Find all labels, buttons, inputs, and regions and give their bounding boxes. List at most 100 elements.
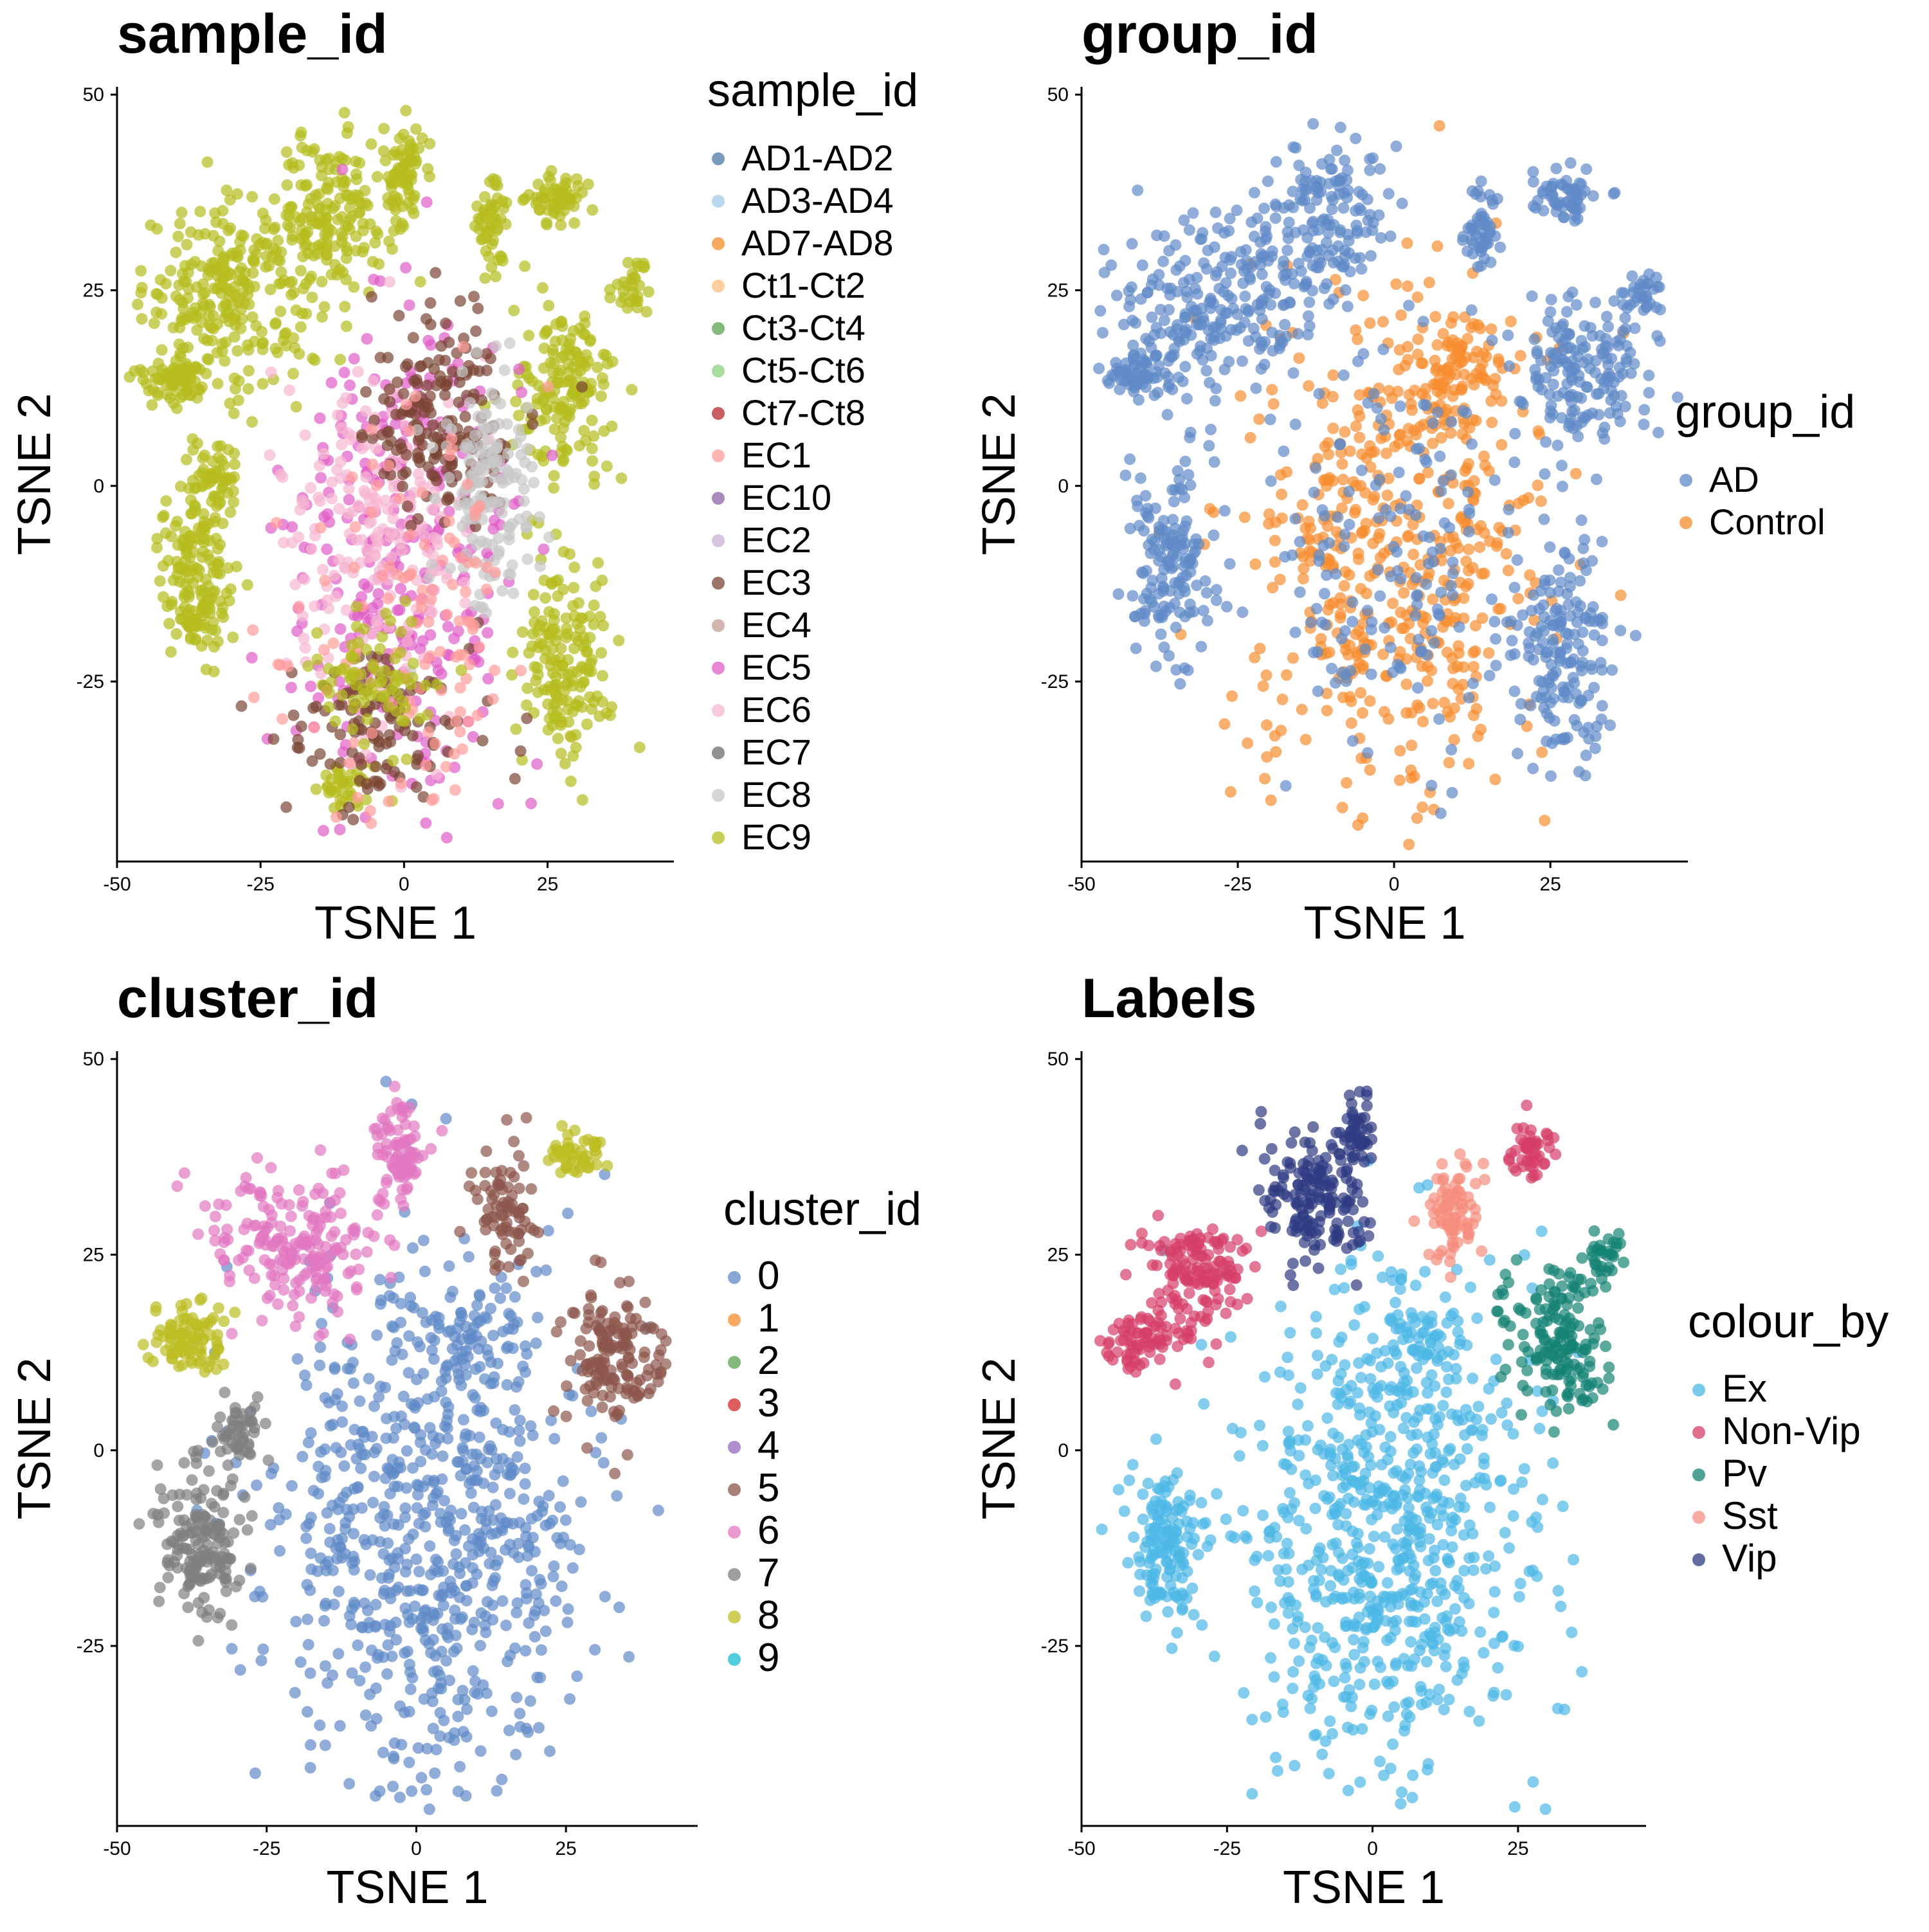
scatter-point xyxy=(1127,238,1138,249)
scatter-point xyxy=(400,361,412,372)
scatter-point xyxy=(473,223,485,235)
scatter-point xyxy=(269,194,280,205)
scatter-point xyxy=(1593,409,1605,420)
scatter-point xyxy=(520,1478,531,1490)
scatter-point xyxy=(1202,615,1213,626)
scatter-point xyxy=(295,1656,307,1668)
scatter-point xyxy=(172,563,184,574)
scatter-point xyxy=(499,365,511,376)
scatter-point xyxy=(408,1528,419,1540)
scatter-point xyxy=(1403,300,1415,311)
scatter-point xyxy=(1391,141,1402,152)
scatter-point xyxy=(419,1266,431,1277)
x-tick-label: -25 xyxy=(247,874,275,895)
scatter-point xyxy=(563,359,574,370)
scatter-point xyxy=(1392,659,1404,671)
scatter-point xyxy=(1287,653,1299,664)
scatter-point xyxy=(520,1366,531,1378)
scatter-point xyxy=(316,1472,327,1483)
scatter-point xyxy=(1413,634,1424,646)
scatter-point xyxy=(1471,415,1482,426)
scatter-point xyxy=(543,381,554,393)
scatter-point xyxy=(1155,304,1166,316)
scatter-point xyxy=(521,1593,532,1605)
scatter-point xyxy=(1137,568,1149,579)
scatter-point xyxy=(1509,582,1521,593)
scatter-point xyxy=(372,776,383,788)
scatter-point xyxy=(561,623,572,635)
scatter-point xyxy=(543,606,555,618)
scatter-point xyxy=(306,292,318,303)
scatter-point xyxy=(526,640,538,652)
scatter-point xyxy=(1462,246,1473,257)
scatter-point xyxy=(319,301,331,312)
scatter-point xyxy=(1294,586,1306,598)
scatter-point xyxy=(132,299,143,311)
scatter-point xyxy=(597,670,608,682)
scatter-point xyxy=(1290,419,1301,430)
scatter-point xyxy=(567,600,579,611)
scatter-point xyxy=(1589,743,1601,754)
scatter-point xyxy=(135,265,147,276)
scatter-point xyxy=(1157,256,1169,267)
scatter-point xyxy=(246,652,258,664)
scatter-point xyxy=(1334,175,1346,186)
scatter-point xyxy=(469,429,481,441)
scatter-point xyxy=(347,1357,359,1368)
scatter-point xyxy=(455,1508,467,1519)
scatter-point xyxy=(383,796,394,808)
y-tick-label: 50 xyxy=(83,84,104,105)
scatter-point xyxy=(491,1785,503,1797)
scatter-point xyxy=(1453,683,1464,695)
scatter-point xyxy=(1580,381,1592,393)
scatter-point xyxy=(463,1251,475,1263)
scatter-point xyxy=(334,623,346,635)
scatter-point xyxy=(568,582,579,593)
scatter-point xyxy=(468,291,480,302)
scatter-point xyxy=(300,429,311,441)
x-tick-label: -25 xyxy=(1224,874,1251,895)
scatter-point xyxy=(146,399,158,411)
scatter-point xyxy=(474,477,485,489)
scatter-point xyxy=(572,618,583,629)
scatter-point xyxy=(504,338,516,349)
scatter-point xyxy=(1447,568,1459,579)
legend-swatch xyxy=(712,449,725,462)
scatter-point xyxy=(514,1414,526,1426)
scatter-point xyxy=(491,174,502,186)
scatter-point xyxy=(1215,323,1227,335)
scatter-point xyxy=(1350,253,1361,264)
scatter-point xyxy=(1201,343,1213,354)
scatter-point xyxy=(1588,190,1599,202)
scatter-point xyxy=(1438,377,1449,388)
scatter-point xyxy=(431,534,443,545)
scatter-point xyxy=(1261,669,1272,681)
scatter-point xyxy=(298,283,309,294)
scatter-point xyxy=(1226,251,1237,262)
scatter-point xyxy=(318,644,330,656)
scatter-point xyxy=(559,758,571,770)
scatter-point xyxy=(212,440,223,452)
scatter-point xyxy=(1289,278,1300,289)
scatter-point xyxy=(451,1548,462,1560)
scatter-point xyxy=(395,408,407,420)
scatter-point xyxy=(409,1423,421,1434)
scatter-point xyxy=(1476,568,1487,580)
scatter-point xyxy=(308,1485,320,1497)
scatter-point xyxy=(1132,185,1143,196)
scatter-point xyxy=(1501,617,1513,628)
x-tick-label: 0 xyxy=(399,874,410,895)
scatter-point xyxy=(376,1294,387,1306)
scatter-point xyxy=(198,464,210,475)
scatter-point xyxy=(1515,350,1526,361)
scatter-point xyxy=(518,1494,529,1505)
scatter-point xyxy=(303,1639,314,1650)
scatter-point xyxy=(531,1672,543,1683)
legend-swatch xyxy=(712,152,725,165)
scatter-point xyxy=(264,449,276,461)
scatter-point xyxy=(1507,635,1518,646)
scatter-point xyxy=(548,206,559,217)
scatter-point xyxy=(392,569,403,581)
scatter-point xyxy=(1142,287,1154,298)
scatter-point xyxy=(286,1480,298,1492)
